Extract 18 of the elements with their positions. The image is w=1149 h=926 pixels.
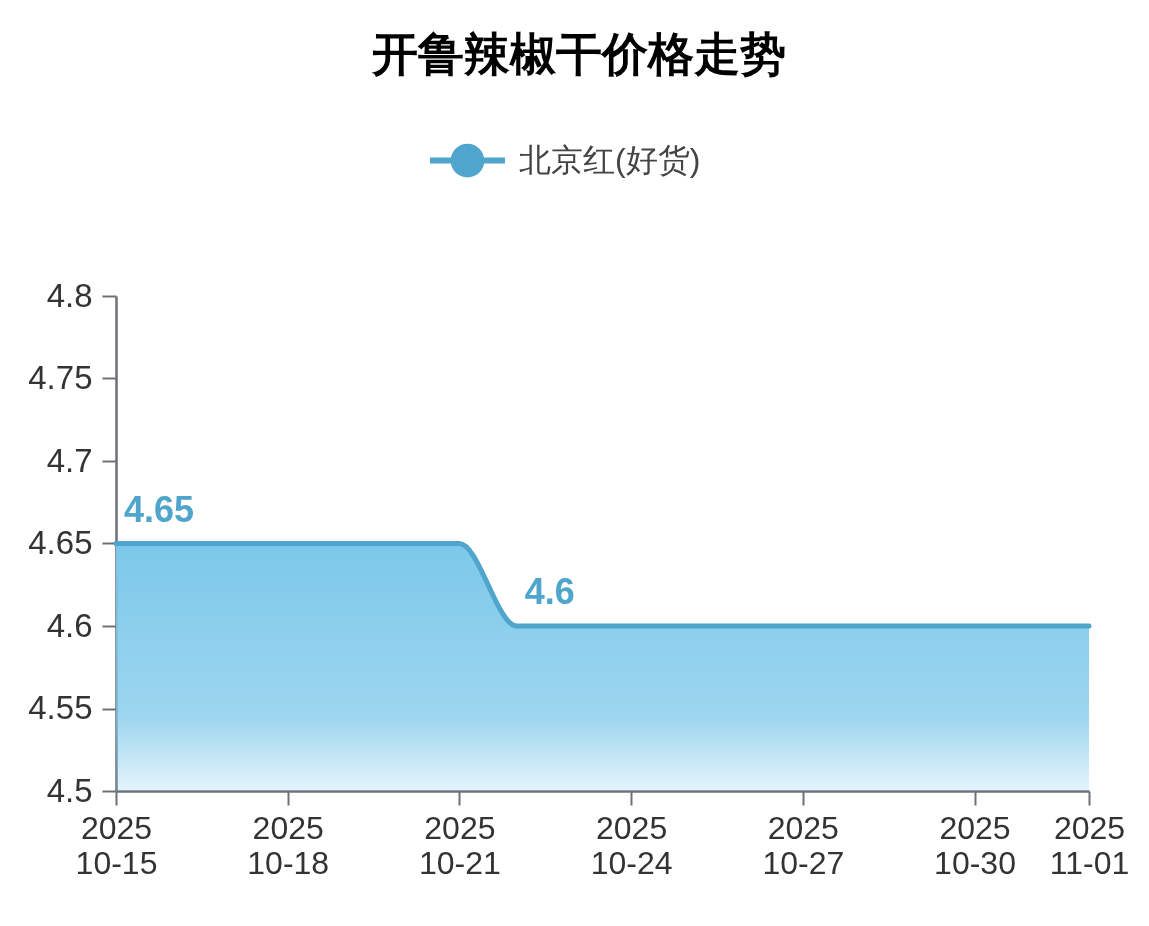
chart-title: 开鲁辣椒干价格走势: [370, 28, 786, 80]
y-tick-label: 4.5: [46, 771, 93, 809]
data-label: 4.65: [124, 488, 195, 530]
y-tick-label: 4.75: [28, 359, 93, 396]
y-tick-label: 4.55: [28, 689, 93, 726]
legend-label: 北京红(好货): [519, 141, 701, 178]
x-tick-label: 2025 11-01: [1049, 809, 1130, 881]
x-tick-label: 2025 10-18: [247, 809, 330, 881]
x-tick-label: 2025 10-15: [75, 809, 158, 881]
x-tick-label: 2025 10-27: [762, 809, 845, 881]
x-tick-label: 2025 10-30: [934, 809, 1016, 881]
y-tick-label: 4.8: [46, 276, 93, 314]
y-tick-label: 4.6: [46, 606, 93, 644]
data-label: 4.6: [524, 571, 575, 612]
y-tick-label: 4.7: [46, 441, 93, 479]
y-tick-label: 4.65: [28, 524, 93, 561]
x-tick-label: 2025 10-21: [418, 809, 501, 881]
x-tick-label: 2025 10-24: [590, 809, 673, 881]
